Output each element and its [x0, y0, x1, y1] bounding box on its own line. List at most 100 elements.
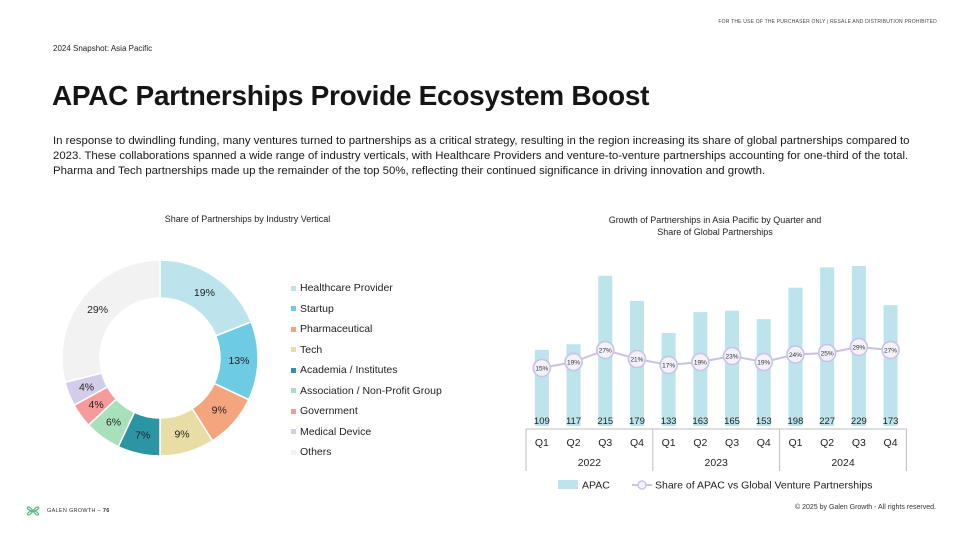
share-point-7 — [722, 346, 742, 366]
legend-label-share: Share of APAC vs Global Venture Partners… — [655, 480, 873, 492]
legend-label: Academia / Institutes — [300, 364, 398, 377]
share-point-label: 17% — [662, 363, 675, 370]
bar-value-label: 117 — [566, 416, 581, 427]
legend-label: Government — [300, 405, 358, 418]
legend-swatch — [291, 326, 296, 332]
share-point-label: 19% — [757, 360, 770, 367]
share-point-label: 25% — [821, 351, 834, 358]
legend-swatch — [291, 408, 296, 414]
legend-swatch-apac — [558, 480, 578, 489]
share-point-5 — [659, 355, 678, 375]
legend-swatch — [291, 388, 296, 394]
bar-value-label: 165 — [724, 416, 740, 427]
bar-value-label: 109 — [534, 416, 550, 427]
combo-chart-title-line-1: Growth of Partnerships in Asia Pacific b… — [608, 215, 822, 225]
combo-chart-title: Growth of Partnerships in Asia Pacific b… — [545, 214, 885, 238]
snapshot-label: 2024 Snapshot: Asia Pacific — [53, 44, 153, 53]
legend-item-others: Others — [291, 442, 461, 463]
x-group-label-2023: 2023 — [705, 457, 729, 469]
footer-separator: – — [95, 508, 103, 514]
x-tick-label: Q4 — [757, 437, 771, 449]
combo-chart: 109 117 215 179 133 163 165 153 198 227 229 173 15% 1… — [525, 266, 907, 492]
bar-value-label: 179 — [629, 416, 645, 427]
legend-label: Tech — [300, 343, 323, 356]
donut-legend: Healthcare Provider Startup Pharmaceutical… — [291, 278, 461, 463]
legend-label-apac: APAC — [582, 480, 610, 492]
donut-label-others: 29% — [87, 304, 108, 316]
distribution-notice: FOR THE USE OF THE PURCHASER ONLY | RESA… — [718, 19, 937, 25]
donut-label-academia-institutes: 7% — [135, 430, 150, 442]
share-point-3 — [595, 340, 615, 360]
x-tick-label: Q4 — [630, 437, 644, 449]
donut-chart-title: Share of Partnerships by Industry Vertic… — [164, 214, 331, 224]
galen-growth-logo-icon — [26, 506, 40, 516]
bar-value-label: 215 — [597, 416, 613, 427]
intro-paragraph: In response to dwindling funding, many v… — [53, 135, 910, 177]
donut-label-healthcare-provider: 19% — [194, 287, 215, 299]
footer-brand: GALEN GROWTH – 76 — [25, 503, 110, 519]
share-point-label: 19% — [567, 360, 580, 367]
donut-label-tech: 9% — [174, 428, 189, 440]
bar-value-label: 198 — [788, 416, 804, 427]
copyright-text: © 2025 by Galen Growth - All rights rese… — [795, 504, 936, 511]
share-point-1 — [532, 358, 552, 378]
donut-label-medical-device: 4% — [79, 382, 94, 394]
bar-8 — [756, 319, 771, 426]
share-point-6 — [691, 352, 710, 372]
bar-value-label: 153 — [756, 416, 772, 427]
legend-label: Medical Device — [300, 425, 372, 438]
legend-swatch — [291, 429, 296, 435]
page-number: 76 — [102, 508, 110, 514]
legend-label: Pharmaceutical — [300, 323, 373, 336]
page-title: APAC Partnerships Provide Ecosystem Boos… — [52, 80, 650, 111]
x-tick-label: Q1 — [788, 437, 802, 449]
legend-item-tech: Tech — [291, 340, 461, 361]
bar-value-label: 173 — [883, 416, 899, 427]
legend-item-healthcare-provider: Healthcare Provider — [291, 278, 461, 299]
share-point-label: 24% — [789, 352, 802, 359]
legend-label: Association / Non-Profit Group — [300, 384, 442, 397]
bar-12 — [883, 305, 898, 426]
share-point-9 — [786, 345, 805, 364]
donut-slice-others — [61, 259, 161, 384]
legend-swatch — [291, 306, 296, 312]
share-point-label: 23% — [726, 354, 739, 361]
donut-chart: 19%13%9%9%7%6%4%4%29% — [61, 259, 259, 457]
bar-7 — [725, 310, 740, 426]
donut-label-pharmaceutical: 9% — [212, 405, 227, 417]
share-point-8 — [754, 352, 774, 372]
x-group-label-2024: 2024 — [831, 457, 855, 469]
bar-value-label: 229 — [851, 416, 867, 427]
share-point-label: 19% — [694, 360, 707, 367]
bar-value-label: 133 — [661, 416, 677, 427]
share-line — [541, 345, 891, 369]
x-tick-label: Q2 — [693, 437, 707, 449]
footer-brand-name: GALEN GROWTH — [47, 508, 96, 514]
legend-label: Startup — [300, 302, 334, 315]
x-tick-label: Q3 — [598, 437, 612, 449]
legend-item-pharmaceutical: Pharmaceutical — [291, 319, 461, 340]
legend-swatch — [291, 449, 296, 455]
share-point-label: 15% — [535, 366, 548, 373]
x-tick-label: Q1 — [662, 437, 676, 449]
share-point-2 — [564, 352, 583, 372]
legend-item-medical-device: Medical Device — [291, 422, 461, 443]
share-point-label: 27% — [884, 348, 897, 355]
combo-chart-title-line-2: Share of Global Partnerships — [657, 227, 773, 237]
legend-item-association-non-profit-group: Association / Non-Profit Group — [291, 381, 461, 402]
share-point-label: 27% — [599, 348, 612, 355]
x-tick-label: Q3 — [852, 437, 866, 449]
x-tick-label: Q2 — [820, 437, 834, 449]
legend-item-academia-institutes: Academia / Institutes — [291, 360, 461, 381]
bar-value-label: 227 — [819, 416, 835, 427]
legend-swatch — [291, 347, 296, 353]
legend-swatch — [291, 285, 296, 291]
bar-value-label: 163 — [692, 416, 708, 427]
x-tick-label: Q4 — [884, 437, 898, 449]
donut-label-startup: 13% — [228, 355, 249, 367]
footer-brand-text: GALEN GROWTH – 76 — [47, 508, 110, 514]
x-tick-label: Q3 — [725, 437, 739, 449]
bar-5 — [661, 333, 676, 426]
donut-label-association-non-profit-group: 6% — [106, 416, 121, 428]
legend-swatch — [291, 367, 296, 373]
